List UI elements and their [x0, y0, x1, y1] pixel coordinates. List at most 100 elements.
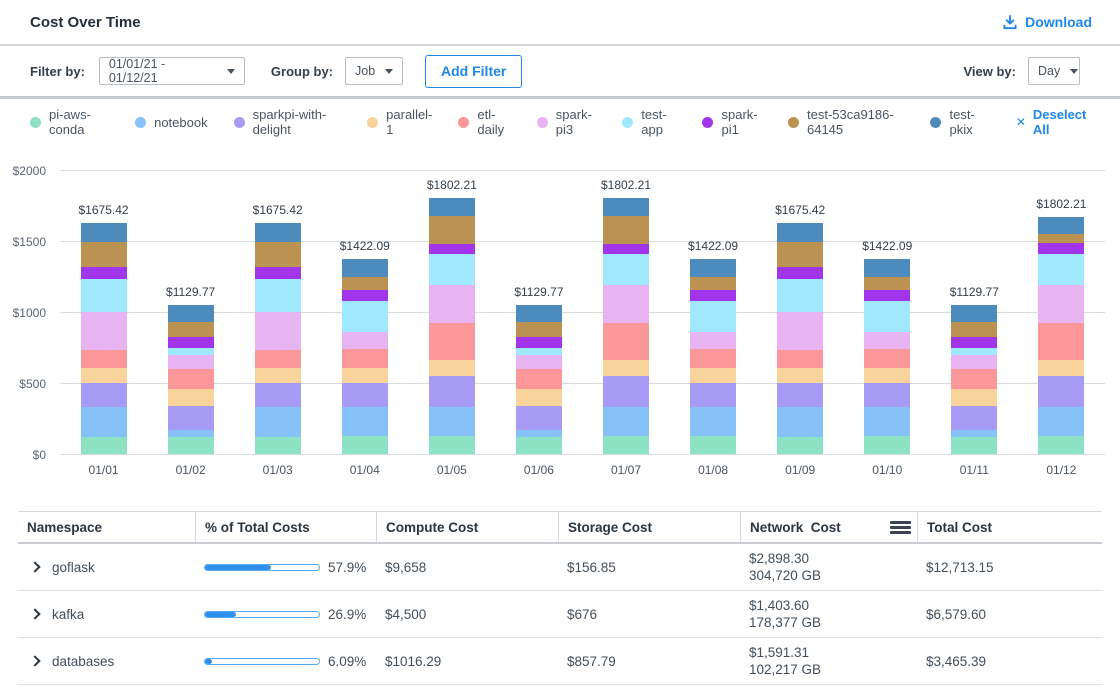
bar-segment-test-pkix[interactable]: [516, 305, 562, 323]
bar-segment-test-app[interactable]: [690, 301, 736, 332]
stacked-bar[interactable]: [168, 305, 214, 454]
bar-segment-sparkpi-with-delight[interactable]: [516, 406, 562, 430]
bar-segment-spark-pi3[interactable]: [168, 355, 214, 369]
bar-segment-sparkpi-with-delight[interactable]: [255, 383, 301, 407]
bar-segment-test-pkix[interactable]: [690, 259, 736, 277]
bar-segment-pi-aws-conda[interactable]: [777, 437, 823, 454]
bar-segment-test-pkix[interactable]: [255, 223, 301, 242]
bar-segment-notebook[interactable]: [951, 430, 997, 437]
stacked-bar[interactable]: [951, 305, 997, 454]
bar-segment-parallel-1[interactable]: [429, 360, 475, 376]
bar-segment-etl-daily[interactable]: [81, 350, 127, 369]
legend-item[interactable]: test-app: [622, 107, 676, 137]
bar-segment-parallel-1[interactable]: [1038, 360, 1084, 377]
stacked-bar[interactable]: [864, 259, 910, 454]
bar-segment-pi-aws-conda[interactable]: [864, 436, 910, 454]
bar-segment-etl-daily[interactable]: [864, 349, 910, 368]
bar-segment-test-53ca9186-64145[interactable]: [255, 242, 301, 267]
bar-segment-parallel-1[interactable]: [864, 368, 910, 383]
bar-segment-spark-pi1[interactable]: [1038, 243, 1084, 254]
stacked-bar[interactable]: [516, 305, 562, 454]
bar-segment-test-pkix[interactable]: [777, 223, 823, 242]
bar-segment-notebook[interactable]: [603, 407, 649, 436]
bar-segment-spark-pi3[interactable]: [864, 332, 910, 349]
chevron-right-icon[interactable]: [29, 655, 40, 666]
bar-segment-sparkpi-with-delight[interactable]: [342, 383, 388, 407]
bar-segment-test-app[interactable]: [1038, 254, 1084, 284]
stacked-bar[interactable]: [1038, 217, 1084, 454]
bar-segment-pi-aws-conda[interactable]: [342, 436, 388, 454]
bar-segment-test-53ca9186-64145[interactable]: [603, 216, 649, 244]
bar-segment-pi-aws-conda[interactable]: [603, 436, 649, 454]
bar-segment-spark-pi3[interactable]: [429, 285, 475, 323]
bar-segment-etl-daily[interactable]: [690, 349, 736, 368]
bar-segment-test-pkix[interactable]: [1038, 217, 1084, 235]
bar-segment-spark-pi1[interactable]: [342, 290, 388, 301]
bar-segment-notebook[interactable]: [777, 407, 823, 437]
bar-segment-sparkpi-with-delight[interactable]: [1038, 376, 1084, 406]
bar-segment-spark-pi1[interactable]: [516, 337, 562, 348]
bar-segment-spark-pi1[interactable]: [429, 244, 475, 255]
bar-segment-test-53ca9186-64145[interactable]: [777, 242, 823, 267]
date-range-dropdown[interactable]: 01/01/21 - 01/12/21: [99, 57, 245, 85]
bar-segment-test-pkix[interactable]: [864, 259, 910, 277]
bar-segment-sparkpi-with-delight[interactable]: [864, 383, 910, 407]
bar-segment-spark-pi3[interactable]: [690, 332, 736, 349]
bar-segment-test-app[interactable]: [951, 348, 997, 355]
bar-segment-test-53ca9186-64145[interactable]: [168, 322, 214, 337]
bar-segment-parallel-1[interactable]: [690, 368, 736, 383]
bar-segment-sparkpi-with-delight[interactable]: [777, 383, 823, 407]
bar-segment-notebook[interactable]: [168, 430, 214, 437]
bar-segment-test-53ca9186-64145[interactable]: [951, 322, 997, 337]
bar-segment-test-app[interactable]: [864, 301, 910, 332]
bar-segment-notebook[interactable]: [1038, 407, 1084, 436]
bar-segment-notebook[interactable]: [255, 407, 301, 437]
legend-item[interactable]: test-53ca9186-64145: [788, 107, 905, 137]
bar-segment-test-pkix[interactable]: [342, 259, 388, 277]
bar-segment-spark-pi3[interactable]: [603, 285, 649, 323]
bar-segment-test-app[interactable]: [429, 254, 475, 285]
bar-segment-test-app[interactable]: [342, 301, 388, 332]
bar-segment-parallel-1[interactable]: [168, 389, 214, 406]
download-button[interactable]: Download: [1002, 14, 1092, 30]
bar-segment-pi-aws-conda[interactable]: [1038, 436, 1084, 454]
bar-segment-parallel-1[interactable]: [342, 368, 388, 383]
bar-segment-etl-daily[interactable]: [342, 349, 388, 368]
bar-segment-test-53ca9186-64145[interactable]: [1038, 234, 1084, 243]
bar-segment-pi-aws-conda[interactable]: [429, 436, 475, 454]
bar-segment-notebook[interactable]: [690, 407, 736, 436]
bar-segment-parallel-1[interactable]: [255, 368, 301, 383]
bar-segment-test-53ca9186-64145[interactable]: [342, 277, 388, 290]
bar-segment-notebook[interactable]: [342, 407, 388, 436]
legend-item[interactable]: spark-pi1: [702, 107, 762, 137]
bar-segment-spark-pi3[interactable]: [255, 312, 301, 349]
legend-item[interactable]: spark-pi3: [537, 107, 597, 137]
bar-segment-parallel-1[interactable]: [516, 389, 562, 406]
bar-segment-notebook[interactable]: [864, 407, 910, 436]
stacked-bar[interactable]: [342, 259, 388, 454]
bar-segment-spark-pi3[interactable]: [777, 312, 823, 349]
bar-segment-test-pkix[interactable]: [168, 305, 214, 323]
bar-segment-spark-pi1[interactable]: [255, 267, 301, 278]
bar-segment-pi-aws-conda[interactable]: [516, 437, 562, 454]
bar-segment-test-53ca9186-64145[interactable]: [516, 322, 562, 337]
group-by-dropdown[interactable]: Job: [345, 57, 403, 85]
bar-segment-spark-pi1[interactable]: [690, 290, 736, 301]
bar-segment-spark-pi1[interactable]: [168, 337, 214, 348]
bar-segment-test-53ca9186-64145[interactable]: [690, 277, 736, 290]
chevron-right-icon[interactable]: [29, 561, 40, 572]
bar-segment-spark-pi3[interactable]: [951, 355, 997, 369]
bar-segment-test-53ca9186-64145[interactable]: [864, 277, 910, 290]
bar-segment-spark-pi1[interactable]: [81, 267, 127, 278]
bar-segment-pi-aws-conda[interactable]: [255, 437, 301, 454]
stacked-bar[interactable]: [777, 223, 823, 454]
bar-segment-spark-pi3[interactable]: [81, 312, 127, 349]
bar-segment-sparkpi-with-delight[interactable]: [603, 376, 649, 407]
view-by-dropdown[interactable]: Day: [1028, 57, 1080, 85]
bar-segment-parallel-1[interactable]: [81, 368, 127, 383]
bar-segment-spark-pi1[interactable]: [777, 267, 823, 278]
bar-segment-etl-daily[interactable]: [168, 369, 214, 389]
bar-segment-test-app[interactable]: [168, 348, 214, 355]
bar-segment-notebook[interactable]: [516, 430, 562, 437]
legend-item[interactable]: etl-daily: [458, 107, 510, 137]
